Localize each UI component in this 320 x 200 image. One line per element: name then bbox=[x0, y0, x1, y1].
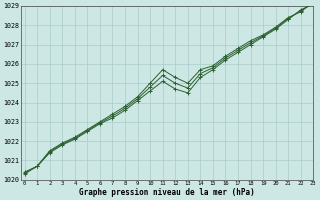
X-axis label: Graphe pression niveau de la mer (hPa): Graphe pression niveau de la mer (hPa) bbox=[79, 188, 255, 197]
